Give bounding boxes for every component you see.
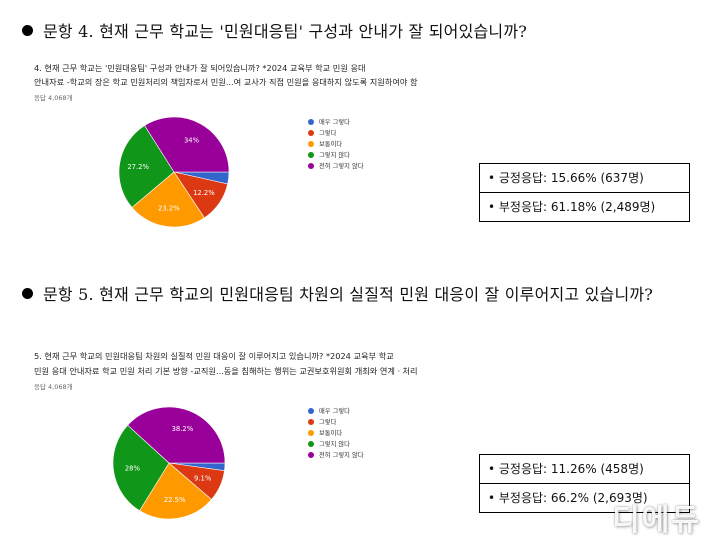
pie-slice-3 bbox=[118, 125, 175, 208]
legend-item: 그렇다 bbox=[308, 128, 364, 139]
q5-heading: 문항 5. 현재 근무 학교의 민원대응팀 차원의 실질적 민원 대응이 잘 이… bbox=[22, 282, 702, 308]
pie-data-label-1: 9.1% bbox=[194, 475, 212, 483]
legend-dot-icon bbox=[308, 451, 314, 458]
q4-positive-summary: • 긍정응답: 15.66% (637명) bbox=[488, 171, 644, 185]
legend-label: 보통이다 bbox=[319, 430, 343, 437]
legend-item: 그렇다 bbox=[308, 417, 364, 428]
legend-label: 그렇다 bbox=[319, 419, 337, 426]
legend-label: 매우 그렇다 bbox=[319, 408, 350, 415]
q5-summary-box: • 긍정응답: 11.26% (458명) • 부정응답: 66.2% (2,6… bbox=[479, 454, 690, 513]
pie-slice-3 bbox=[112, 424, 170, 512]
q4-question-line-1: 4. 현재 근무 학교는 '민원대응팀' 구성과 안내가 잘 되어있습니까? *… bbox=[34, 63, 366, 73]
pie-slice-2 bbox=[131, 171, 205, 228]
legend-label: 그렇지 않다 bbox=[319, 441, 350, 448]
legend-item: 매우 그렇다 bbox=[308, 117, 364, 128]
legend-dot-icon bbox=[308, 418, 314, 425]
q4-heading: 문항 4. 현재 근무 학교는 '민원대응팀' 구성과 안내가 잘 되어있습니까… bbox=[22, 19, 527, 45]
legend-dot-icon bbox=[308, 118, 314, 125]
legend-label: 전혀 그렇지 않다 bbox=[319, 163, 364, 170]
q5-question-line-1: 5. 현재 근무 학교의 민원대응팀 차원의 실질적 민원 대응이 잘 이루어지… bbox=[34, 351, 394, 361]
legend-label: 그렇다 bbox=[319, 130, 337, 137]
pie-data-label-4: 38.2% bbox=[172, 425, 194, 433]
bullet-icon bbox=[22, 25, 33, 36]
q5-positive-summary: • 긍정응답: 11.26% (458명) bbox=[488, 462, 644, 476]
q5-pie-chart: 9.1% 22.5% 28% 38.2% bbox=[112, 406, 226, 520]
legend-label: 전혀 그렇지 않다 bbox=[319, 452, 364, 459]
pie-data-label-4: 34% bbox=[184, 137, 200, 145]
q4-pie-chart: 12.2% 23.2% 27.2% 34% bbox=[118, 116, 230, 228]
pie-data-label-3: 27.2% bbox=[127, 163, 149, 171]
legend-label: 그렇지 않다 bbox=[319, 152, 350, 159]
q4-summary-box: • 긍정응답: 15.66% (637명) • 부정응답: 61.18% (2,… bbox=[479, 163, 690, 222]
pie-data-label-1: 12.2% bbox=[193, 189, 215, 197]
q5-question-line-2: 민원 응대 안내자료 학교 민원 처리 기본 방향 -교직원...동을 침해하는… bbox=[34, 366, 418, 376]
legend-dot-icon bbox=[308, 440, 314, 447]
legend-item: 보통이다 bbox=[308, 428, 364, 439]
legend-dot-icon bbox=[308, 129, 314, 136]
legend-item: 보통이다 bbox=[308, 139, 364, 150]
legend-dot-icon bbox=[308, 407, 314, 414]
legend-item: 그렇지 않다 bbox=[308, 439, 364, 450]
q5-heading-text: 문항 5. 현재 근무 학교의 민원대응팀 차원의 실질적 민원 대응이 잘 이… bbox=[43, 285, 654, 304]
legend-item: 전혀 그렇지 않다 bbox=[308, 161, 364, 172]
legend-dot-icon bbox=[308, 151, 314, 158]
legend-item: 전혀 그렇지 않다 bbox=[308, 450, 364, 461]
pie-slice-4 bbox=[127, 406, 226, 464]
q4-negative-summary: • 부정응답: 61.18% (2,489명) bbox=[480, 192, 689, 221]
legend-label: 매우 그렇다 bbox=[319, 119, 350, 126]
pie-data-label-2: 23.2% bbox=[158, 204, 180, 212]
q4-heading-text: 문항 4. 현재 근무 학교는 '민원대응팀' 구성과 안내가 잘 되어있습니까… bbox=[43, 22, 528, 41]
q5-negative-summary: • 부정응답: 66.2% (2,693명) bbox=[480, 483, 689, 512]
legend-dot-icon bbox=[308, 140, 314, 147]
pie-slice-2 bbox=[139, 462, 212, 520]
legend-label: 보통이다 bbox=[319, 141, 343, 148]
legend-item: 매우 그렇다 bbox=[308, 406, 364, 417]
legend-dot-icon bbox=[308, 429, 314, 436]
q5-response-count: 응답 4,068개 bbox=[34, 383, 73, 391]
watermark-logo: 디에듀 bbox=[612, 503, 701, 538]
q4-question-line-2: 안내자료 -학교의 장은 학교 민원처리의 책임자로서 민원...여 교사가 직… bbox=[34, 77, 418, 87]
pie-data-label-3: 28% bbox=[125, 465, 141, 473]
pie-data-label-2: 22.5% bbox=[164, 496, 186, 504]
bullet-icon bbox=[22, 288, 33, 299]
q4-response-count: 응답 4,068개 bbox=[34, 94, 73, 102]
legend-dot-icon bbox=[308, 162, 314, 169]
pie-slice-4 bbox=[144, 116, 230, 173]
legend-item: 그렇지 않다 bbox=[308, 150, 364, 161]
